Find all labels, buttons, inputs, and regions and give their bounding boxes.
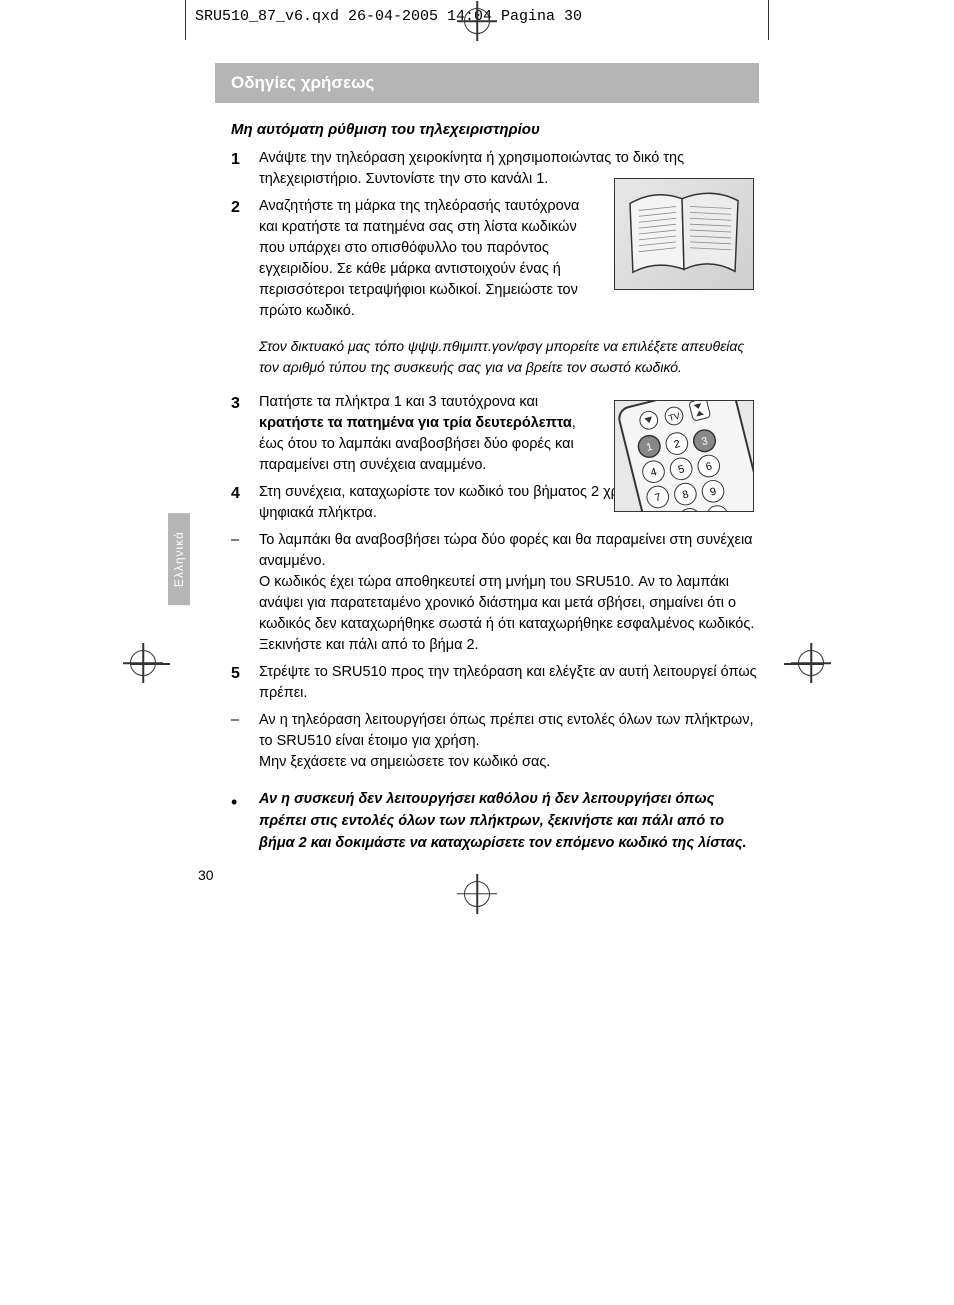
language-tab: Ελληνικά <box>168 513 190 605</box>
registration-mark <box>464 881 490 907</box>
crop-line <box>130 663 170 665</box>
step-number: 5 <box>231 662 259 704</box>
dash-bullet: – <box>231 530 259 656</box>
step-number: 3 <box>231 392 259 476</box>
keypad-figure: TV 1 2 3 4 5 6 7 8 9 0 <box>614 400 754 512</box>
step-text: Το λαμπάκι θα αναβοσβήσει τώρα δύο φορές… <box>259 530 759 656</box>
book-icon <box>615 179 753 289</box>
dash-bullet: – <box>231 710 259 773</box>
section-header: Οδηγίες χρήσεως <box>215 63 759 103</box>
step-4-dash: – Το λαμπάκι θα αναβοσβήσει τώρα δύο φορ… <box>231 530 759 656</box>
tip-text: Αν η συσκευή δεν λειτουργήσει καθόλου ή … <box>259 789 759 854</box>
step3-bold: κρατήστε τα πατημένα για τρία δευτερόλεπ… <box>259 415 572 431</box>
step-text: Στρέψτε το SRU510 προς την τηλεόραση και… <box>259 662 759 704</box>
codebook-figure <box>614 178 754 290</box>
registration-mark <box>464 8 490 34</box>
step-5: 5 Στρέψτε το SRU510 προς την τηλεόραση κ… <box>231 662 759 704</box>
step-number: 4 <box>231 482 259 524</box>
bullet-icon: • <box>231 789 259 854</box>
step-number: 2 <box>231 196 259 322</box>
page-number: 30 <box>198 867 214 883</box>
tip-block: • Αν η συσκευή δεν λειτουργήσει καθόλου … <box>231 789 759 854</box>
website-note: Στον δικτυακό μας τόπο ψψψ.πθιμιπτ.γον/φ… <box>259 336 759 378</box>
page-content: Ελληνικά Οδηγίες χρήσεως Μη αυτόματη ρύθ… <box>0 33 954 915</box>
crop-line <box>784 663 824 665</box>
step3-part-a: Πατήστε τα πλήκτρα 1 και 3 ταυτόχρονα κα… <box>259 394 538 410</box>
keypad-icon: TV 1 2 3 4 5 6 7 8 9 0 <box>615 401 753 511</box>
step-5-dash: – Αν η τηλεόραση λειτουργήσει όπως πρέπε… <box>231 710 759 773</box>
step-text: Αν η τηλεόραση λειτουργήσει όπως πρέπει … <box>259 710 759 773</box>
section-title: Μη αυτόματη ρύθμιση του τηλεχειριστηρίου <box>231 121 759 138</box>
step-number: 1 <box>231 148 259 190</box>
